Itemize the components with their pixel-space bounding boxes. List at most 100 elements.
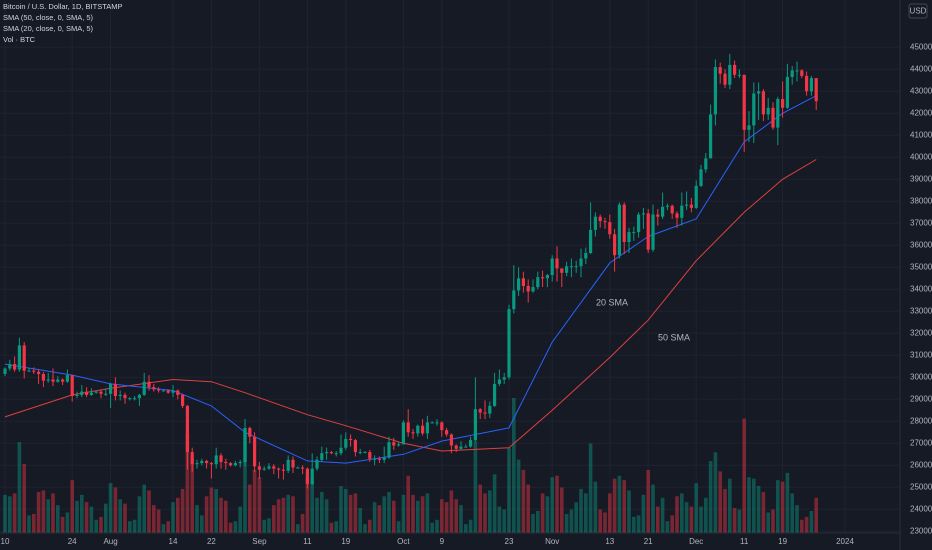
volume-bar	[372, 502, 377, 533]
volume-bar	[737, 509, 742, 533]
candle-body	[27, 370, 31, 372]
candle-body	[22, 345, 26, 371]
x-tick-label: 13	[605, 537, 614, 546]
volume-bar	[32, 513, 36, 533]
volume-bar	[128, 521, 132, 533]
candle-body	[325, 452, 329, 454]
candle-body	[622, 204, 626, 242]
volume-bar	[262, 519, 266, 533]
volume-bar	[464, 524, 468, 533]
volume-bar	[396, 521, 401, 533]
candle-body	[421, 425, 425, 434]
candle-body	[133, 398, 137, 400]
candle-body	[617, 204, 621, 256]
candle-body	[243, 427, 247, 462]
sma-annotation: 20 SMA	[596, 297, 628, 307]
volume-bar	[209, 487, 214, 533]
candle-body	[387, 442, 391, 458]
candle-body	[488, 405, 492, 414]
candle-body	[545, 275, 549, 279]
volume-bar	[545, 496, 550, 533]
volume-bar	[377, 505, 382, 533]
volume-bar	[598, 509, 602, 533]
volume-bar	[248, 484, 252, 533]
candle-body	[632, 232, 636, 234]
volume-bar	[752, 478, 756, 533]
volume-bar	[440, 499, 444, 533]
volume-bar	[766, 512, 770, 533]
candle-body	[3, 368, 7, 374]
candle-body	[75, 394, 79, 396]
candle-body	[214, 455, 218, 465]
candle-body	[656, 214, 660, 217]
candle-body	[37, 371, 41, 374]
y-tick-label: 31000	[910, 350, 932, 359]
candle-body	[267, 466, 271, 469]
volume-bar	[435, 519, 439, 533]
y-tick-label: 43000	[910, 86, 932, 95]
candle-body	[320, 453, 324, 460]
candle-body	[757, 91, 761, 94]
volume-bar	[180, 488, 185, 533]
volume-bar	[660, 497, 665, 533]
volume-bar	[430, 522, 434, 533]
volume-bar	[636, 515, 641, 533]
volume-bar	[656, 506, 660, 533]
candle-body	[464, 446, 468, 448]
volume-bar	[406, 475, 410, 533]
volume-bar	[118, 499, 122, 533]
candle-body	[430, 422, 434, 424]
currency-box[interactable]	[908, 3, 928, 19]
volume-bar	[756, 486, 761, 533]
candle-body	[449, 434, 453, 446]
volume-bar	[305, 477, 310, 533]
y-tick-label: 39000	[910, 174, 932, 183]
volume-bar	[228, 522, 233, 533]
volume-bar	[670, 515, 674, 533]
y-tick-label: 32000	[910, 328, 932, 337]
volume-bar	[80, 494, 84, 533]
candle-body	[128, 398, 132, 400]
volume-bar	[449, 490, 454, 533]
candle-body	[713, 67, 717, 115]
candle-body	[363, 452, 367, 454]
legend-entry: SMA (20, close, 0, SMA, 5)	[3, 24, 94, 33]
volume-bar	[89, 506, 94, 533]
candle-body	[13, 364, 17, 370]
volume-bar	[353, 493, 358, 533]
volume-bar	[540, 493, 545, 533]
candle-body	[161, 390, 165, 392]
x-tick-label: Nov	[545, 537, 559, 546]
volume-bar	[166, 521, 170, 533]
volume-bar	[51, 493, 55, 533]
candle-body	[99, 391, 103, 394]
volume-bar	[60, 516, 65, 533]
volume-bar	[142, 484, 146, 533]
axes: 23000 24000 25000 26000 27000 28000 29000 30000…	[1, 42, 932, 546]
volume-bar	[800, 519, 804, 533]
volume-bar	[310, 480, 314, 533]
candle-body	[550, 258, 554, 275]
x-tick-label: 2024	[836, 537, 854, 546]
candle-body	[176, 390, 180, 395]
candle-body	[521, 278, 525, 286]
volume-bar	[728, 478, 732, 533]
volume-bar	[502, 509, 506, 533]
candle-body	[560, 268, 564, 273]
volume-bar	[272, 505, 276, 533]
candle-body	[94, 391, 98, 393]
volume-bar	[27, 515, 31, 533]
volume-bar	[747, 477, 751, 533]
currency[interactable]: USD	[910, 7, 927, 16]
x-tick-label: 23	[505, 537, 514, 546]
volume-bar	[104, 503, 108, 533]
volume-bar	[651, 484, 655, 533]
volume-bar	[41, 490, 46, 533]
candle-body	[425, 422, 429, 434]
candle-body	[469, 440, 473, 447]
volume-bar	[358, 508, 362, 533]
candle-body	[147, 381, 151, 388]
candle-body	[646, 213, 650, 250]
x-tick-label: 19	[341, 537, 350, 546]
volume-bar	[732, 508, 737, 533]
